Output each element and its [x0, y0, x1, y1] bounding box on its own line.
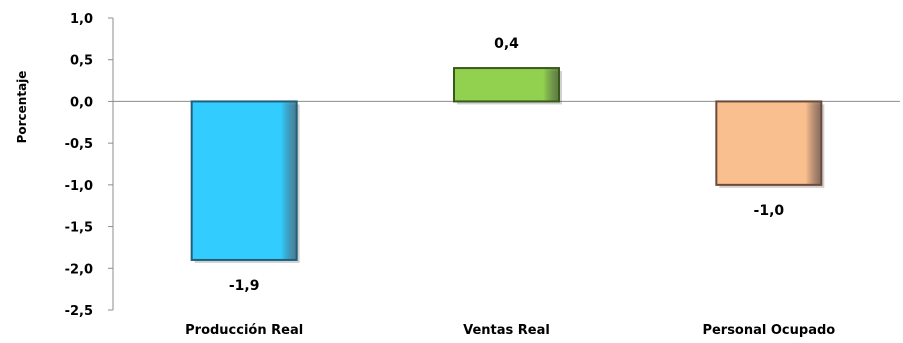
y-tick-label: -2,5: [65, 304, 93, 319]
y-tick-label: -2,0: [65, 262, 93, 277]
y-tick-label: 0,5: [70, 54, 93, 69]
y-tick-label: 1,0: [70, 12, 93, 27]
y-axis-title: Porcentaje: [15, 71, 29, 144]
y-tick-label: 0,0: [70, 95, 93, 110]
data-label: -1,0: [754, 203, 785, 219]
bar: [190, 100, 298, 261]
x-tick-label: Ventas Real: [463, 323, 550, 338]
data-label: 0,4: [494, 36, 519, 52]
data-label: -1,9: [229, 278, 260, 294]
y-tick-label: -0,5: [65, 137, 93, 152]
y-tick-label: -1,5: [65, 221, 93, 236]
y-tick-label: -1,0: [65, 179, 93, 194]
bar: [715, 100, 823, 186]
x-tick-label: Personal Ocupado: [702, 323, 835, 338]
x-tick-label: Producción Real: [185, 323, 303, 338]
bar: [453, 67, 560, 103]
